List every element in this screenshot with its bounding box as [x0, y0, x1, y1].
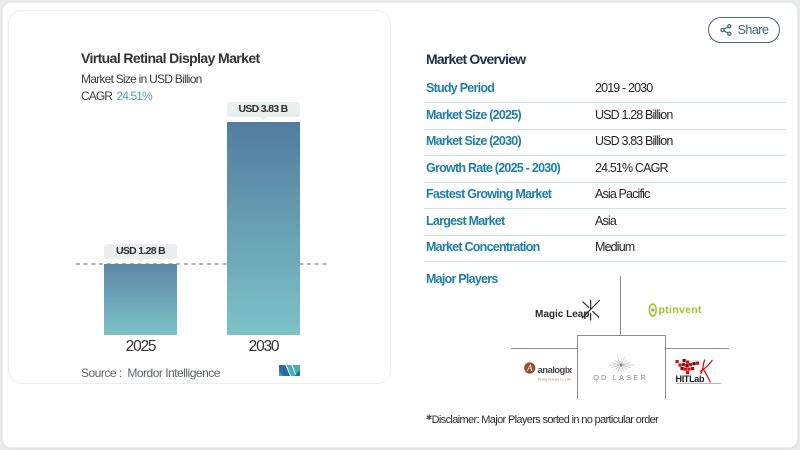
svg-text:A: A: [526, 363, 533, 373]
